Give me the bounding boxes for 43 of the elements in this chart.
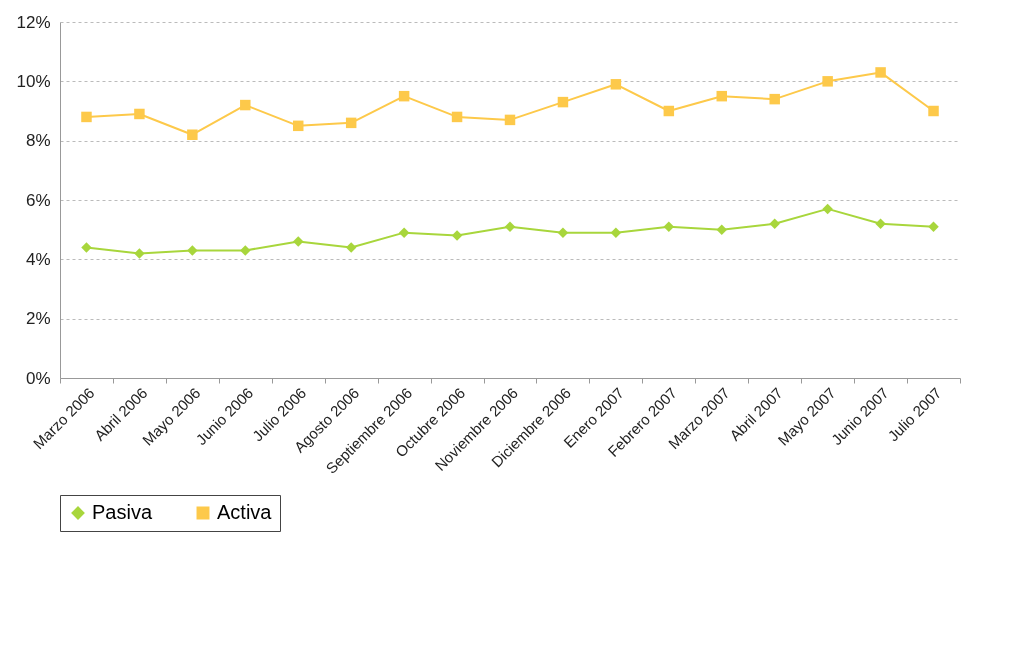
point — [345, 117, 357, 129]
y-tick-label: 6% — [25, 190, 51, 210]
point — [875, 218, 886, 229]
point — [451, 111, 463, 123]
point — [928, 221, 939, 232]
y-tick-label: 12% — [16, 12, 51, 32]
point — [716, 90, 728, 102]
point — [928, 105, 939, 117]
point — [240, 245, 251, 256]
point — [81, 111, 92, 123]
point — [822, 203, 833, 215]
point — [504, 114, 516, 126]
point — [557, 96, 569, 108]
point — [345, 242, 357, 253]
point — [610, 79, 622, 90]
y-tick-label: 8% — [25, 131, 51, 151]
point — [451, 230, 463, 241]
point — [187, 245, 198, 256]
point — [134, 248, 145, 259]
point — [716, 224, 728, 235]
point — [769, 93, 780, 105]
y-tick-label: 2% — [25, 309, 51, 329]
y-tick-label: 0% — [25, 368, 51, 388]
point — [557, 227, 569, 238]
point — [81, 242, 92, 253]
y-tick-label: 10% — [16, 71, 51, 91]
point — [398, 90, 410, 102]
point — [769, 218, 780, 229]
point — [822, 76, 833, 87]
point — [663, 105, 675, 117]
y-tick-label: 4% — [25, 249, 51, 269]
point — [398, 227, 410, 238]
point — [187, 129, 198, 140]
point — [292, 120, 304, 132]
point — [610, 227, 622, 238]
point — [292, 236, 304, 247]
point — [504, 221, 516, 232]
point — [240, 99, 251, 111]
point — [875, 67, 886, 78]
point — [663, 221, 675, 232]
point — [134, 108, 145, 120]
legend-label: Pasiva — [92, 501, 153, 523]
legend-label: Activa — [217, 501, 273, 523]
